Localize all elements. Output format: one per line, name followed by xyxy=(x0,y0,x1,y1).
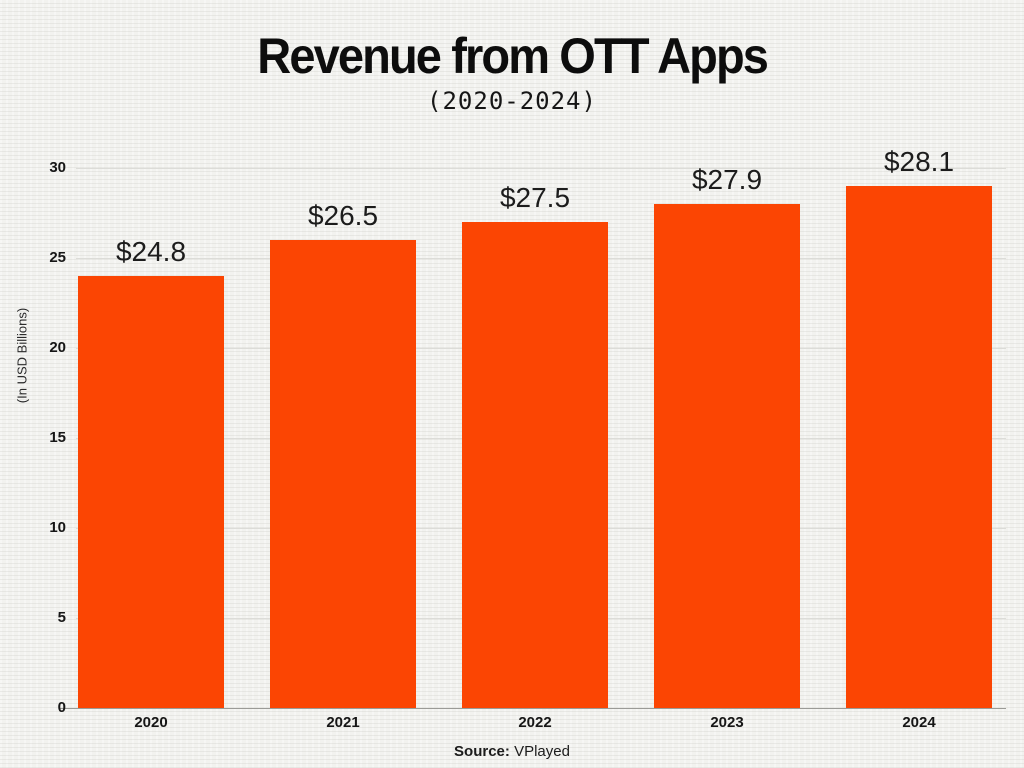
x-axis-line xyxy=(60,708,1006,709)
y-tick-label: 25 xyxy=(49,249,66,266)
x-tick-label: 2020 xyxy=(134,714,168,731)
y-tick-label: 10 xyxy=(49,519,66,536)
x-tick-label: 2021 xyxy=(326,714,360,731)
source-note: Source: VPlayed xyxy=(0,743,1024,760)
bar xyxy=(846,186,992,708)
chart-subtitle: (2020-2024) xyxy=(427,86,597,115)
chart-title: Revenue from OTT Apps xyxy=(257,28,769,84)
bar-value-label: $24.8 xyxy=(115,236,187,267)
bar xyxy=(78,276,224,708)
y-tick-label: 15 xyxy=(49,429,66,446)
bar xyxy=(654,204,800,708)
bar xyxy=(462,222,608,708)
bar xyxy=(270,240,416,708)
chart-header: Revenue from OTT Apps (2020-2024) xyxy=(0,30,1024,115)
gridline xyxy=(76,168,1006,169)
bar-value-label: $27.9 xyxy=(691,164,763,195)
source-value: VPlayed xyxy=(514,743,570,760)
x-tick-label: 2022 xyxy=(518,714,552,731)
bar-value-label: $28.1 xyxy=(883,146,955,177)
y-tick-label: 30 xyxy=(49,159,66,176)
bar-value-label: $27.5 xyxy=(499,182,571,213)
x-tick-label: 2024 xyxy=(902,714,936,731)
y-tick-label: 0 xyxy=(57,699,66,716)
source-label: Source: xyxy=(454,743,510,760)
x-tick-label: 2023 xyxy=(710,714,744,731)
y-tick-label: 5 xyxy=(57,609,66,626)
bar-value-label: $26.5 xyxy=(307,200,379,231)
y-tick-label: 20 xyxy=(49,339,66,356)
